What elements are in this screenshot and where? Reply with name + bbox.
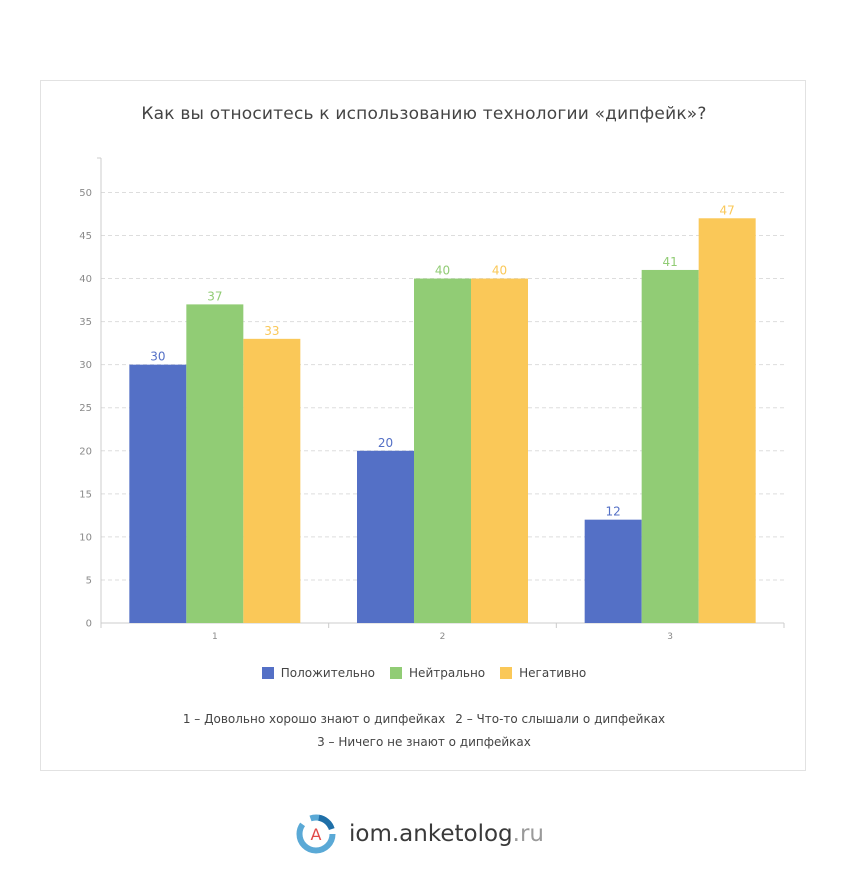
x-tick-label-3: 3 bbox=[667, 632, 673, 642]
data-label-Положительно-2: 20 bbox=[378, 436, 393, 450]
legend-swatch-positive bbox=[261, 667, 274, 679]
y-tick-label-30: 30 bbox=[79, 360, 92, 371]
legend-label-negative: Негативно bbox=[519, 666, 587, 680]
category-notes: 1 – Довольно хорошо знают о дипфейках 2 –… bbox=[0, 708, 848, 754]
data-label-Положительно-3: 12 bbox=[606, 505, 621, 519]
data-label-Нейтрально-2: 40 bbox=[435, 264, 450, 278]
legend-label-positive: Положительно bbox=[280, 666, 376, 680]
note-2: 2 – Что-то слышали о дипфейках bbox=[455, 712, 666, 726]
note-3: 3 – Ничего не знают о дипфейках bbox=[317, 735, 531, 749]
bar-Негативно-2 bbox=[471, 278, 528, 623]
chart-title: Как вы относитесь к использованию технол… bbox=[141, 104, 707, 124]
y-tick-label-40: 40 bbox=[79, 274, 92, 285]
y-tick-label-20: 20 bbox=[79, 446, 92, 457]
y-tick-label-0: 0 bbox=[86, 619, 92, 630]
legend-label-neutral: Нейтрально bbox=[409, 666, 486, 680]
data-label-Негативно-1: 33 bbox=[264, 324, 279, 338]
x-tick-label-2: 2 bbox=[440, 632, 446, 642]
anketolog-logo-icon: A bbox=[296, 814, 336, 854]
data-label-Негативно-3: 47 bbox=[720, 203, 735, 217]
y-tick-label-25: 25 bbox=[79, 403, 92, 414]
y-tick-label-15: 15 bbox=[79, 489, 92, 500]
brand-name: iom.anketolog.ru bbox=[349, 821, 544, 847]
bar-chart: 0 5 10 15 20 25 30 35 40 45 50 1 30 37 33 2 20 40 40 3 12 41 4… bbox=[79, 157, 785, 642]
data-label-Негативно-2: 40 bbox=[492, 264, 507, 278]
logo-letter: A bbox=[311, 825, 322, 844]
bar-Негативно-1 bbox=[243, 338, 301, 623]
y-tick-label-10: 10 bbox=[79, 532, 92, 543]
data-label-Положительно-1: 30 bbox=[150, 350, 165, 364]
legend-swatch-negative bbox=[500, 667, 513, 679]
note-1: 1 – Довольно хорошо знают о дипфейках bbox=[182, 712, 446, 726]
legend-item-positive[interactable]: Положительно bbox=[261, 666, 376, 680]
bar-Нейтрально-2 bbox=[414, 278, 471, 623]
y-tick-label-35: 35 bbox=[79, 317, 92, 328]
bar-Положительно-3 bbox=[584, 519, 642, 623]
bar-Нейтрально-3 bbox=[641, 269, 699, 623]
y-tick-label-45: 45 bbox=[79, 231, 92, 242]
data-label-Нейтрально-1: 37 bbox=[207, 289, 222, 303]
y-tick-label-50: 50 bbox=[79, 188, 92, 199]
x-tick-label-1: 1 bbox=[212, 632, 218, 642]
bar-Нейтрально-1 bbox=[186, 304, 244, 623]
legend-item-negative[interactable]: Негативно bbox=[500, 666, 586, 680]
bar-Негативно-3 bbox=[698, 218, 756, 623]
legend: Положительно Нейтрально Негативно bbox=[0, 666, 848, 680]
brand-main: iom.anketolog bbox=[349, 821, 513, 847]
brand-suffix: .ru bbox=[512, 821, 545, 847]
bar-Положительно-2 bbox=[357, 450, 414, 623]
bar-Положительно-1 bbox=[129, 364, 187, 623]
data-label-Нейтрально-3: 41 bbox=[663, 255, 678, 269]
notes-line-2: 3 – Ничего не знают о дипфейках bbox=[0, 731, 848, 754]
legend-swatch-neutral bbox=[390, 667, 403, 679]
notes-line-1: 1 – Довольно хорошо знают о дипфейках 2 –… bbox=[0, 708, 848, 731]
footer-brand[interactable]: A iom.anketolog.ru bbox=[293, 812, 544, 856]
legend-item-neutral[interactable]: Нейтрально bbox=[390, 666, 485, 680]
y-tick-label-5: 5 bbox=[86, 575, 92, 586]
